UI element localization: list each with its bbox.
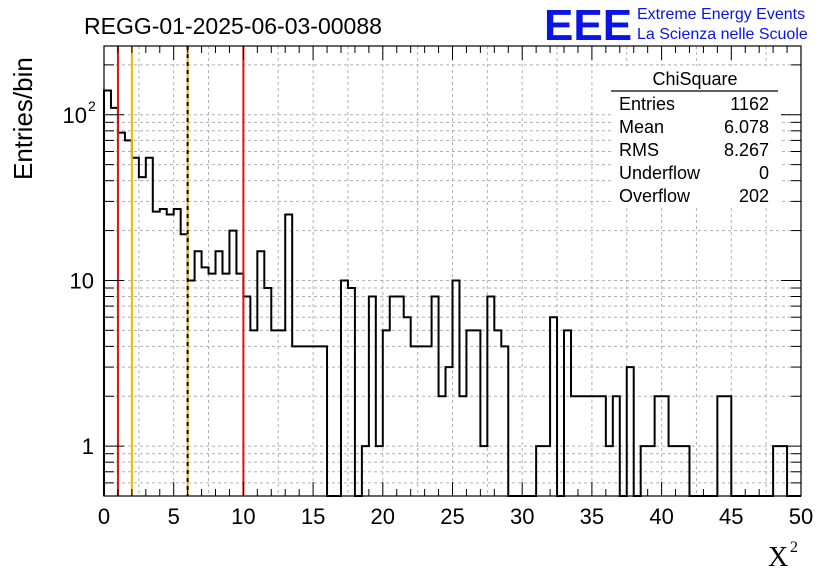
stats-value-rms: 8.267 <box>724 140 769 160</box>
stats-title: ChiSquare <box>652 69 737 89</box>
stats-label-overflow: Overflow <box>619 186 691 206</box>
chart-title: REGG-01-2025-06-03-00088 <box>84 13 382 39</box>
x-tick-label: 35 <box>580 504 604 529</box>
histogram-bars <box>103 89 801 497</box>
x-axis-label-superscript: 2 <box>790 539 798 556</box>
stats-label-rms: RMS <box>619 140 659 160</box>
logo-line-2: La Scienza nelle Scuole <box>637 26 808 43</box>
x-tick-label: 45 <box>719 504 743 529</box>
x-tick-label: 25 <box>440 504 464 529</box>
y-tick-label-superscript: 2 <box>88 98 96 114</box>
cut-lines <box>116 46 245 496</box>
x-tick-label: 30 <box>510 504 534 529</box>
stats-label-mean: Mean <box>619 117 664 137</box>
x-tick-label: 50 <box>789 504 813 529</box>
stats-box: ChiSquare Entries 1162 Mean 6.078 RMS 8.… <box>611 66 779 206</box>
axes <box>103 45 802 497</box>
x-tick-label: 5 <box>168 504 180 529</box>
y-tick-label: 10 <box>63 103 87 128</box>
histogram-outline <box>103 89 801 497</box>
y-axis-label: Entries/bin <box>8 57 38 180</box>
stats-value-underflow: 0 <box>759 163 769 183</box>
stats-value-overflow: 202 <box>739 186 769 206</box>
logo-line-1: Extreme Energy Events <box>637 6 805 23</box>
stats-label-underflow: Underflow <box>619 163 701 183</box>
x-axis-label: X <box>768 542 788 572</box>
x-tick-label: 40 <box>649 504 673 529</box>
x-tick-label: 15 <box>301 504 325 529</box>
y-tick-label: 10 <box>70 268 94 293</box>
stats-value-entries: 1162 <box>730 94 769 114</box>
eee-logo: EEE <box>544 1 632 50</box>
stats-value-mean: 6.078 <box>724 117 769 137</box>
x-tick-label: 10 <box>231 504 255 529</box>
stats-label-entries: Entries <box>619 94 675 114</box>
y-tick-label: 1 <box>82 434 94 459</box>
x-tick-label: 0 <box>98 504 110 529</box>
x-tick-labels: 0 5 10 15 20 25 30 35 40 45 50 <box>98 504 813 529</box>
x-tick-label: 20 <box>371 504 395 529</box>
